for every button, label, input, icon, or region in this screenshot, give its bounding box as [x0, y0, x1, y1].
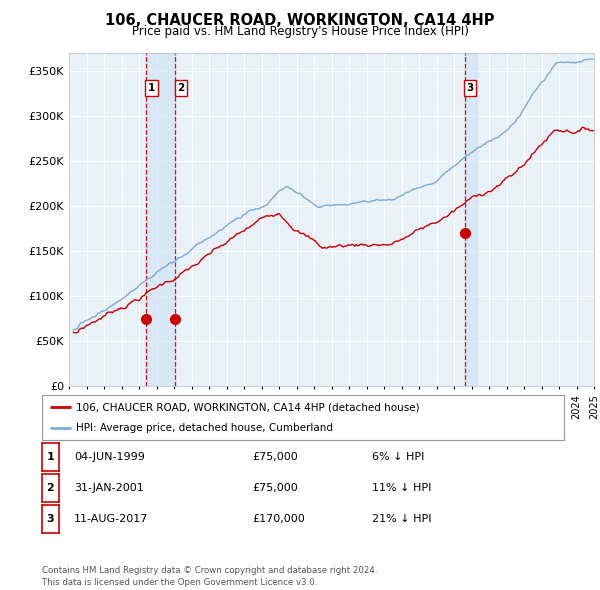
Text: 1: 1 — [47, 452, 54, 461]
Text: 2: 2 — [47, 483, 54, 493]
Text: 3: 3 — [47, 514, 54, 524]
Text: 2: 2 — [177, 83, 184, 93]
Text: 31-JAN-2001: 31-JAN-2001 — [74, 483, 143, 493]
Text: 1: 1 — [148, 83, 155, 93]
Text: 3: 3 — [466, 83, 473, 93]
Text: £75,000: £75,000 — [252, 452, 298, 461]
Text: Contains HM Land Registry data © Crown copyright and database right 2024.
This d: Contains HM Land Registry data © Crown c… — [42, 566, 377, 587]
Text: 04-JUN-1999: 04-JUN-1999 — [74, 452, 145, 461]
Text: 11-AUG-2017: 11-AUG-2017 — [74, 514, 148, 524]
Text: HPI: Average price, detached house, Cumberland: HPI: Average price, detached house, Cumb… — [76, 422, 333, 432]
Text: £170,000: £170,000 — [252, 514, 305, 524]
Text: £75,000: £75,000 — [252, 483, 298, 493]
Bar — [464, 53, 477, 386]
Bar — [146, 53, 175, 386]
Text: 6% ↓ HPI: 6% ↓ HPI — [372, 452, 424, 461]
Text: 106, CHAUCER ROAD, WORKINGTON, CA14 4HP (detached house): 106, CHAUCER ROAD, WORKINGTON, CA14 4HP … — [76, 402, 419, 412]
Text: 106, CHAUCER ROAD, WORKINGTON, CA14 4HP: 106, CHAUCER ROAD, WORKINGTON, CA14 4HP — [105, 13, 495, 28]
Text: Price paid vs. HM Land Registry's House Price Index (HPI): Price paid vs. HM Land Registry's House … — [131, 25, 469, 38]
Text: 11% ↓ HPI: 11% ↓ HPI — [372, 483, 431, 493]
Text: 21% ↓ HPI: 21% ↓ HPI — [372, 514, 431, 524]
